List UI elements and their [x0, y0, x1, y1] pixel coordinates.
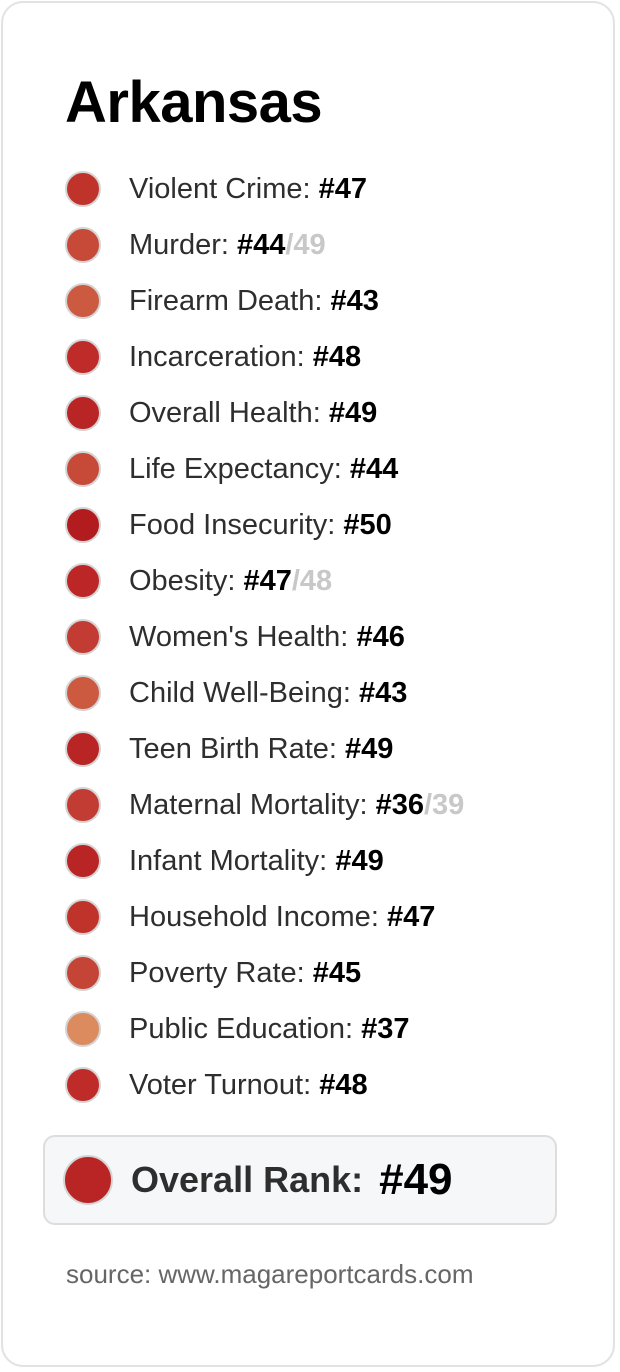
metric-alt-rank: /48 — [291, 565, 333, 597]
metric-label: Incarceration: — [129, 341, 305, 373]
metric-rank: #44 — [349, 453, 399, 485]
metric-row-household-income: Household Income: #47 — [65, 889, 464, 945]
rank-color-dot — [65, 171, 101, 207]
metric-rank: #45 — [312, 957, 362, 989]
metric-label: Food Insecurity: — [129, 509, 336, 541]
metric-label: Murder: — [129, 229, 229, 261]
rank-color-dot — [65, 619, 101, 655]
metric-rank: #49 — [345, 733, 394, 765]
metric-rank: #50 — [343, 509, 392, 541]
rank-color-dot — [65, 1067, 101, 1103]
metric-label: Child Well-Being: — [129, 677, 351, 709]
metric-row-food-insecurity: Food Insecurity: #50 — [65, 497, 464, 553]
rank-color-dot — [65, 227, 101, 263]
source-credit: source: www.magareportcards.com — [66, 1259, 474, 1289]
overall-rank-color-dot — [63, 1155, 113, 1205]
metric-row-murder: Murder: #44/49 — [65, 217, 464, 273]
metric-rank: #49 — [328, 397, 378, 429]
rank-color-dot — [65, 395, 101, 431]
rank-color-dot — [65, 731, 101, 767]
overall-rank-label: Overall Rank: — [131, 1159, 364, 1200]
metric-row-firearm-death: Firearm Death: #43 — [65, 273, 464, 329]
metric-label: Infant Mortality: — [129, 845, 328, 877]
metric-rank: #46 — [356, 621, 405, 653]
rank-color-dot — [65, 339, 101, 375]
rank-color-dot — [65, 451, 101, 487]
rank-color-dot — [65, 787, 101, 823]
rank-color-dot — [65, 899, 101, 935]
rank-color-dot — [65, 507, 101, 543]
metric-label: Violent Crime: — [129, 173, 311, 205]
rank-color-dot — [65, 843, 101, 879]
metric-rank: #49 — [335, 845, 384, 877]
metric-row-obesity: Obesity: #47/48 — [65, 553, 464, 609]
metric-rank: #48 — [312, 341, 362, 373]
metric-rank: #43 — [330, 285, 379, 317]
metric-label: Obesity: — [129, 565, 236, 597]
metric-row-public-education: Public Education: #37 — [65, 1001, 464, 1057]
metric-label: Voter Turnout: — [129, 1069, 312, 1101]
overall-rank-box: Overall Rank: #49 — [43, 1135, 557, 1225]
metric-label: Firearm Death: — [129, 285, 323, 317]
rank-color-dot — [65, 563, 101, 599]
metric-row-voter-turnout: Voter Turnout: #48 — [65, 1057, 464, 1113]
metric-label: Public Education: — [129, 1013, 354, 1045]
metric-row-womens-health: Women's Health: #46 — [65, 609, 464, 665]
metric-label: Teen Birth Rate: — [129, 733, 337, 765]
rank-color-dot — [65, 955, 101, 991]
metric-list: Violent Crime: #47 Murder: #44/49 Firear… — [65, 161, 464, 1113]
metric-row-child-well-being: Child Well-Being: #43 — [65, 665, 464, 721]
metric-alt-rank: /39 — [423, 789, 465, 821]
metric-row-maternal-mortality: Maternal Mortality: #36/39 — [65, 777, 464, 833]
metric-row-life-expectancy: Life Expectancy: #44 — [65, 441, 464, 497]
metric-rank: #43 — [358, 677, 408, 709]
metric-rank: #48 — [319, 1069, 368, 1101]
metric-row-teen-birth-rate: Teen Birth Rate: #49 — [65, 721, 464, 777]
metric-label: Women's Health: — [129, 621, 349, 653]
metric-label: Poverty Rate: — [129, 957, 305, 989]
metric-row-poverty-rate: Poverty Rate: #45 — [65, 945, 464, 1001]
metric-rank: #47 — [243, 565, 292, 597]
metric-label: Maternal Mortality: — [129, 789, 368, 821]
metric-label: Overall Health: — [129, 397, 321, 429]
metric-label: Life Expectancy: — [129, 453, 342, 485]
rank-color-dot — [65, 1011, 101, 1047]
metric-rank: #47 — [318, 173, 368, 205]
overall-rank-value: #49 — [379, 1155, 453, 1204]
metric-rank: #37 — [361, 1013, 410, 1045]
metric-row-overall-health: Overall Health: #49 — [65, 385, 464, 441]
metric-label: Household Income: — [129, 901, 379, 933]
rank-color-dot — [65, 283, 101, 319]
metric-rank: #36 — [375, 789, 424, 821]
state-title: Arkansas — [65, 70, 323, 135]
metric-row-infant-mortality: Infant Mortality: #49 — [65, 833, 464, 889]
rank-color-dot — [65, 675, 101, 711]
metric-rank: #44 — [236, 229, 286, 261]
metric-row-violent-crime: Violent Crime: #47 — [65, 161, 464, 217]
metric-alt-rank: /49 — [285, 229, 326, 261]
metric-rank: #47 — [386, 901, 436, 933]
metric-row-incarceration: Incarceration: #48 — [65, 329, 464, 385]
